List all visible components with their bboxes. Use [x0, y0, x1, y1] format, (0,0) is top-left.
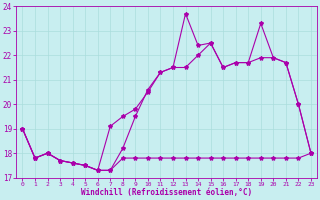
X-axis label: Windchill (Refroidissement éolien,°C): Windchill (Refroidissement éolien,°C) [81, 188, 252, 197]
